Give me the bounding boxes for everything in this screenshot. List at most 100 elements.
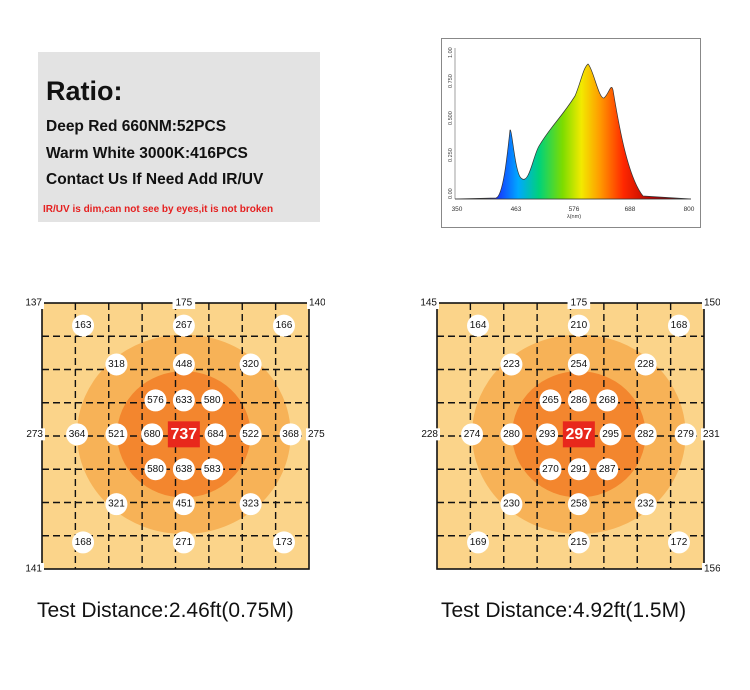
value-badge [596,389,619,412]
center-value-badge [562,421,595,448]
spectrum-ytick-1: 0.250 [448,148,454,162]
edge-top-bg [172,297,196,309]
ppfd-value: 323 [242,499,259,510]
edge-left-bg [25,428,45,441]
caption-distance-075m: Test Distance:2.46ft(0.75M) [37,599,294,622]
ratio-info-box: Ratio: Deep Red 660NM:52PCS Warm White 3… [38,52,320,222]
value-badge [172,493,195,516]
ppfd-value: 295 [602,429,619,440]
ppfd-value: 576 [147,395,164,406]
ppfd-value: 230 [503,499,520,510]
ppfd-value: 271 [176,537,193,548]
value-badge [536,423,559,446]
ppfd-value: 279 [677,429,694,440]
ppfd-value: 168 [75,537,92,548]
ppfd-value: 267 [176,320,193,331]
corner-bottom-left: 141 [25,564,42,575]
corner-top-left: 137 [25,298,42,309]
edge-left: 228 [421,429,438,440]
edge-left-bg [420,428,440,441]
value-badge [172,353,195,376]
ppfd-value: 633 [176,395,193,406]
ppfd-value: 164 [470,320,487,331]
value-badge [461,423,484,446]
ppfd-value: 268 [599,395,616,406]
ppfd-value: 270 [542,464,559,475]
ppfd-value: 522 [242,429,259,440]
value-badge [539,389,562,412]
value-badge [567,314,590,337]
ratio-line-contact: Contact Us If Need Add IR/UV [46,171,264,188]
ppfd-value: 451 [176,499,193,510]
spectrum-ytick-0: 0.00 [448,188,454,199]
spectrum-ytick-2: 0.500 [448,111,454,125]
ppfd-value: 166 [276,320,293,331]
value-badge [239,423,262,446]
ppfd-value: 684 [207,429,224,440]
edge-left: 273 [26,429,43,440]
edge-top: 175 [571,298,588,309]
value-badge [567,531,590,554]
ppfd-value: 320 [242,359,259,370]
ppfd-value: 368 [282,429,299,440]
ppfd-value: 223 [503,359,520,370]
ppfd-value: 232 [637,499,654,510]
center-ppfd-value: 297 [565,426,592,443]
ppfd-value: 638 [176,464,193,475]
ppfd-value: 163 [75,320,92,331]
corner-bottom-left-bg [25,563,44,575]
value-badge [72,531,95,554]
value-badge [144,458,167,481]
spectrum-xtick-4: 800 [684,206,695,213]
ppfd-value: 321 [108,499,125,510]
value-badge [239,353,262,376]
spectrum-xtick-1: 463 [511,206,522,213]
edge-right-bg [701,428,720,441]
ratio-line-deep-red: Deep Red 660NM:52PCS [46,118,227,135]
value-badge [634,493,657,516]
value-badge [596,458,619,481]
corner-top-left: 145 [420,298,437,309]
value-badge [201,389,224,412]
edge-right: 231 [703,429,720,440]
center-ppfd-value: 737 [170,426,197,443]
ratio-title: Ratio: [46,76,123,106]
value-badge [467,314,490,337]
value-badge [239,493,262,516]
corner-top-right-bg [702,297,720,309]
ppfd-value: 448 [176,359,193,370]
ppfd-value: 583 [204,464,221,475]
spectrum-ytick-4: 1.00 [448,47,454,58]
value-badge [272,314,295,337]
ppfd-value: 287 [599,464,616,475]
ppfd-map-075m: 163 267 166 318 448 320 576 633 580 364 521 680 684 5… [25,297,325,575]
value-badge [634,353,657,376]
ppfd-value: 580 [147,464,164,475]
ratio-note: IR/UV is dim,can not see by eyes,it is n… [43,204,274,215]
value-badge [201,458,224,481]
value-badge [599,423,622,446]
value-badge [500,493,523,516]
ppfd-value: 228 [637,359,654,370]
value-badge [172,314,195,337]
ppfd-value: 318 [108,359,125,370]
corner-top-right: 140 [309,298,325,309]
value-badge [567,353,590,376]
ppfd-value: 265 [542,395,559,406]
center-value-badge [167,421,200,448]
spectrum-chart: 0.00 0.250 0.500 0.750 1.00 350 463 576 … [441,38,701,228]
ratio-line-warm-white: Warm White 3000K:416PCS [46,145,248,162]
ppfd-map-150m: 164 210 168 223 254 228 265 286 268 274 280 293 295 2… [420,297,720,575]
value-badge [279,423,302,446]
ppfd-value: 215 [571,537,588,548]
ppfd-value: 680 [144,429,161,440]
ppfd-value: 274 [464,429,481,440]
caption-distance-150m: Test Distance:4.92ft(1.5M) [441,599,687,622]
ppfd-value: 291 [571,464,588,475]
value-badge [141,423,164,446]
value-badge [66,423,89,446]
spectrum-xtick-2: 576 [569,206,580,213]
ppfd-value: 282 [637,429,654,440]
value-badge [204,423,227,446]
ppfd-value: 169 [470,537,487,548]
